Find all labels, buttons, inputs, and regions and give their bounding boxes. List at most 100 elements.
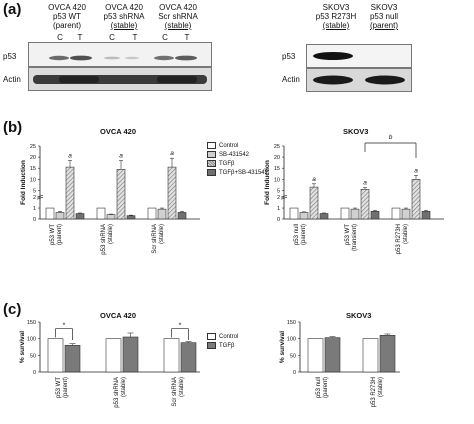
x-tick-label: p53 null	[316, 377, 322, 398]
row-label-p53-right: p53	[282, 52, 296, 61]
legend-label: TGFβ+SB-431542	[219, 169, 268, 176]
y-tick-label: 0	[277, 217, 280, 223]
lane-header-line: p53 null	[369, 12, 399, 21]
panel-c-label: (c)	[3, 301, 22, 318]
bar	[122, 336, 139, 373]
x-tick-label: p53 WT	[50, 224, 56, 245]
blot-band	[70, 55, 92, 61]
bar	[55, 212, 65, 220]
lane-header-line: (stable)	[110, 21, 138, 30]
y-tick-label: 1	[277, 206, 280, 212]
y-tick-label: 0	[33, 217, 36, 223]
bar	[370, 211, 380, 220]
significance-label: a	[312, 176, 316, 183]
lane-header-line: SKOV3	[370, 3, 398, 12]
blot-bands	[33, 75, 207, 84]
chart-title-skov3-c: SKOV3	[346, 311, 372, 320]
bar	[307, 338, 324, 373]
blot-band	[125, 56, 139, 60]
blot-band	[313, 75, 353, 85]
significance-label: a	[170, 150, 174, 157]
lane-header-line: (stable)	[164, 21, 192, 30]
x-tick-label: (stable)	[179, 377, 185, 397]
ct-label: C	[57, 33, 63, 42]
row-label-p53: p53	[3, 52, 17, 61]
significance-label: *	[179, 323, 182, 330]
y-axis-label: % survival	[279, 331, 286, 363]
legend-item: TGFβ	[207, 160, 268, 167]
western-blot-actin-right	[306, 68, 412, 92]
axis-break	[280, 196, 288, 200]
bar	[75, 213, 85, 220]
ct-label: C	[162, 33, 168, 42]
legend-swatch	[207, 169, 216, 176]
bar	[167, 166, 177, 220]
x-tick-label: Scr shRNA	[152, 224, 158, 254]
legend-item: Control	[207, 333, 238, 340]
significance-label: a	[363, 180, 367, 187]
y-tick-label: 150	[27, 320, 36, 326]
bar	[147, 207, 157, 220]
legend-label: Control	[219, 333, 239, 340]
y-tick-label: 0	[293, 370, 296, 376]
x-tick-label: (stable)	[121, 377, 127, 397]
x-tick-label: p53 R273H	[371, 377, 377, 407]
lane-header-line: (parent)	[369, 21, 398, 30]
x-tick-label: (stable)	[403, 224, 409, 244]
lane-header-ovca-scr: OVCA 420 Scr shRNA (stable)	[148, 3, 208, 30]
bar	[379, 335, 396, 373]
ct-label: T	[132, 33, 138, 42]
legend-label: Control	[219, 142, 239, 149]
legend-swatch	[207, 333, 216, 340]
panel-a-label: (a)	[3, 1, 22, 18]
y-tick-label: 150	[287, 320, 296, 326]
y-axis-label: % survival	[19, 331, 26, 363]
bar	[391, 207, 401, 220]
y-tick-label: 50	[290, 353, 296, 359]
western-blot-p53-left	[28, 42, 212, 67]
bar	[401, 208, 411, 220]
bracket-label: b	[389, 134, 393, 141]
x-tick-label: p53 null	[294, 224, 300, 245]
bar	[319, 213, 329, 220]
blot-bands	[49, 55, 197, 61]
lane-header-ovca-shrna: OVCA 420 p53 shRNA (stable)	[94, 3, 154, 30]
x-tick-label: (parent)	[63, 377, 69, 398]
y-tick-label: 100	[27, 337, 36, 343]
significance-label: a	[414, 167, 418, 174]
lane-header-skov3-null: SKOV3 p53 null (parent)	[358, 3, 410, 30]
legend-label: SB-431542	[219, 151, 250, 158]
legend-c: Control TGFβ	[207, 333, 238, 349]
bar	[350, 208, 360, 220]
ct-label: C	[109, 33, 115, 42]
y-axis-label: Fold Induction	[20, 160, 27, 205]
blot-band	[175, 55, 197, 61]
significance-label: a	[119, 152, 123, 159]
chart-title-ovca: OVCA 420	[100, 127, 136, 136]
x-tick-label: (transient)	[352, 224, 358, 251]
x-tick-label: (parent)	[57, 224, 63, 245]
blot-band	[104, 56, 120, 60]
bar	[106, 214, 116, 220]
blot-band	[313, 52, 353, 60]
y-tick-label: 20	[274, 155, 280, 161]
y-tick-label: 15	[30, 166, 36, 172]
blot-band	[154, 55, 174, 61]
x-tick-label: (stable)	[159, 224, 165, 244]
x-tick-label: p53 WT	[56, 377, 62, 398]
lane-header-line: OVCA 420	[159, 3, 197, 12]
y-tick-label: 20	[30, 155, 36, 161]
lane-header-line: Scr shRNA	[158, 12, 198, 21]
y-tick-label: 10	[274, 177, 280, 183]
bar	[421, 211, 431, 220]
blot-band	[365, 75, 405, 85]
y-tick-label: 10	[30, 177, 36, 183]
lane-header-line: SKOV3	[322, 3, 350, 12]
significance-label: *	[63, 323, 66, 330]
bar	[45, 207, 55, 220]
legend-swatch	[207, 142, 216, 149]
x-tick-label: (parent)	[301, 224, 307, 245]
bar	[411, 179, 421, 220]
lane-header-line: p53 WT	[52, 12, 81, 21]
